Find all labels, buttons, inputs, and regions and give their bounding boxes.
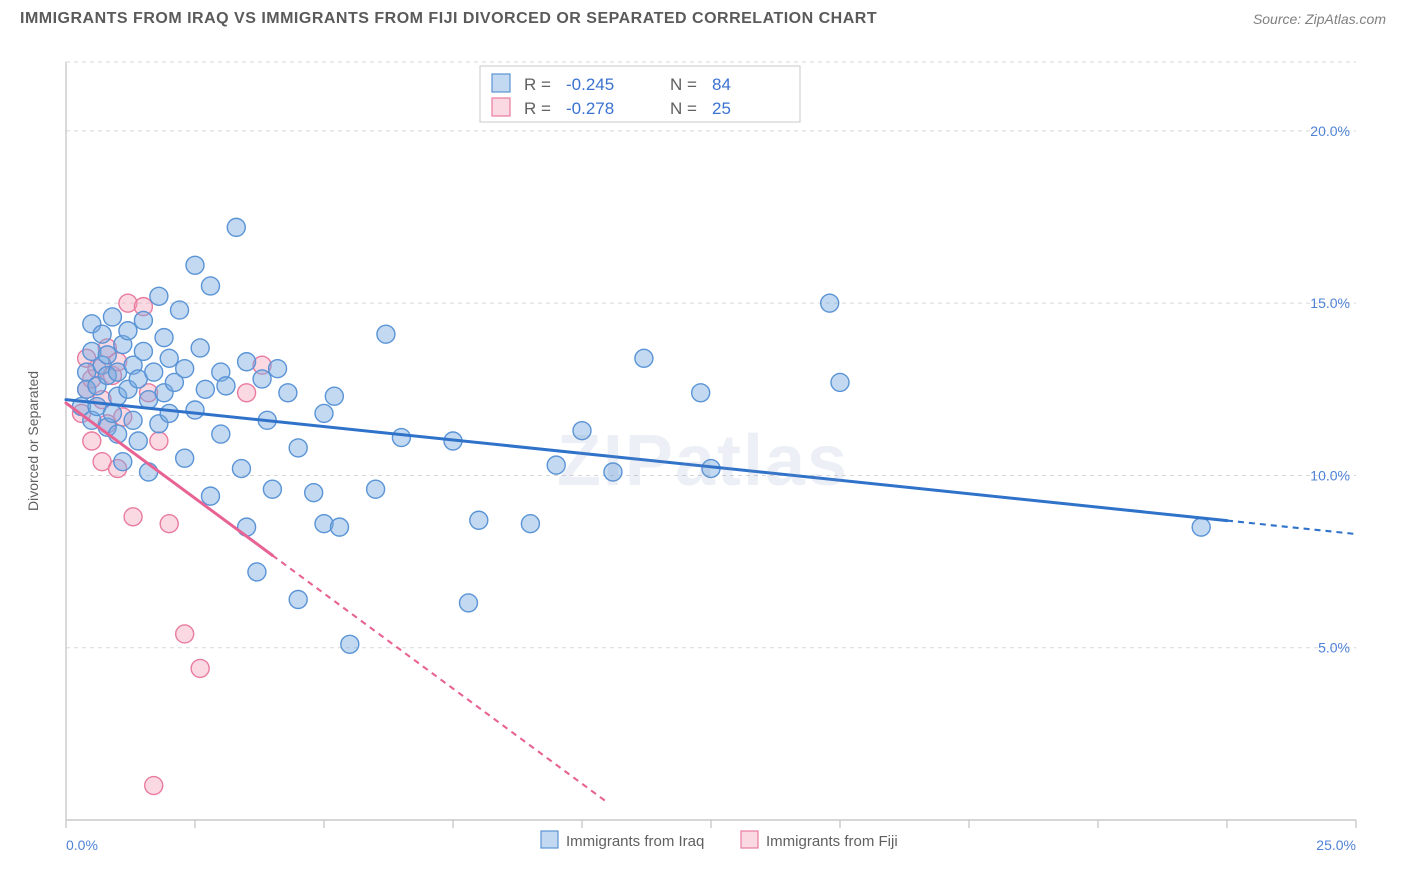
point-iraq [289, 439, 307, 457]
point-iraq [186, 256, 204, 274]
trend-fiji-dashed [272, 555, 607, 802]
point-iraq [160, 404, 178, 422]
point-iraq [201, 277, 219, 295]
point-iraq [186, 401, 204, 419]
point-iraq [263, 480, 281, 498]
point-fiji [150, 432, 168, 450]
point-iraq [1192, 518, 1210, 536]
bottom-legend-swatch [741, 831, 758, 848]
point-iraq [134, 342, 152, 360]
point-iraq [119, 322, 137, 340]
point-fiji [83, 432, 101, 450]
bottom-legend-label: Immigrants from Fiji [766, 833, 898, 850]
point-iraq [289, 590, 307, 608]
point-fiji [160, 515, 178, 533]
point-iraq [635, 349, 653, 367]
legend-swatch [492, 98, 510, 116]
point-iraq [160, 349, 178, 367]
point-iraq [191, 339, 209, 357]
point-iraq [176, 449, 194, 467]
point-iraq [325, 387, 343, 405]
point-iraq [315, 404, 333, 422]
legend-n-value: 25 [712, 99, 731, 118]
source-label: Source: ZipAtlas.com [1253, 11, 1386, 27]
point-iraq [831, 373, 849, 391]
point-iraq [367, 480, 385, 498]
chart-area: 0.0% 25.0% 5.0% 10.0% 15.0% 20.0% Divorced or … [20, 40, 1386, 882]
point-iraq [150, 287, 168, 305]
scatter-chart: 0.0% 25.0% 5.0% 10.0% 15.0% 20.0% Divorced or … [20, 40, 1386, 882]
y-tick-label: 10.0% [1310, 467, 1350, 483]
point-iraq [459, 594, 477, 612]
legend-r-label: R = [524, 99, 551, 118]
x-tick-label: 25.0% [1316, 837, 1356, 853]
bottom-legend-swatch [541, 831, 558, 848]
point-iraq [232, 460, 250, 478]
point-iraq [114, 453, 132, 471]
point-iraq [547, 456, 565, 474]
point-iraq [692, 384, 710, 402]
point-fiji [191, 659, 209, 677]
point-iraq [305, 484, 323, 502]
point-iraq [93, 325, 111, 343]
point-iraq [103, 308, 121, 326]
point-iraq [279, 384, 297, 402]
point-iraq [470, 511, 488, 529]
trend-iraq-dashed [1227, 521, 1356, 534]
point-fiji [124, 508, 142, 526]
legend-r-value: -0.278 [566, 99, 614, 118]
point-iraq [134, 311, 152, 329]
point-iraq [227, 218, 245, 236]
point-iraq [330, 518, 348, 536]
point-iraq [103, 404, 121, 422]
point-iraq [821, 294, 839, 312]
chart-title: IMMIGRANTS FROM IRAQ VS IMMIGRANTS FROM … [20, 10, 877, 28]
point-iraq [129, 432, 147, 450]
y-tick-label: 15.0% [1310, 295, 1350, 311]
point-iraq [155, 329, 173, 347]
legend-n-label: N = [670, 75, 697, 94]
x-tick-label: 0.0% [66, 837, 98, 853]
point-iraq [604, 463, 622, 481]
point-iraq [248, 563, 266, 581]
point-iraq [573, 422, 591, 440]
point-fiji [145, 777, 163, 795]
legend-swatch [492, 74, 510, 92]
point-iraq [238, 353, 256, 371]
point-iraq [392, 429, 410, 447]
y-tick-label: 5.0% [1318, 640, 1350, 656]
point-fiji [238, 384, 256, 402]
point-iraq [377, 325, 395, 343]
point-iraq [201, 487, 219, 505]
point-iraq [253, 370, 271, 388]
title-bar: IMMIGRANTS FROM IRAQ VS IMMIGRANTS FROM … [0, 0, 1406, 34]
legend-n-value: 84 [712, 75, 731, 94]
point-iraq [269, 360, 287, 378]
legend-r-value: -0.245 [566, 75, 614, 94]
bottom-legend-label: Immigrants from Iraq [566, 833, 704, 850]
y-tick-label: 20.0% [1310, 123, 1350, 139]
point-iraq [217, 377, 235, 395]
point-iraq [171, 301, 189, 319]
point-iraq [145, 363, 163, 381]
legend-r-label: R = [524, 75, 551, 94]
point-iraq [176, 360, 194, 378]
point-iraq [98, 346, 116, 364]
y-axis-label: Divorced or Separated [25, 371, 41, 511]
point-iraq [521, 515, 539, 533]
point-iraq [124, 411, 142, 429]
point-iraq [341, 635, 359, 653]
point-fiji [176, 625, 194, 643]
point-iraq [212, 425, 230, 443]
legend-n-label: N = [670, 99, 697, 118]
point-iraq [196, 380, 214, 398]
